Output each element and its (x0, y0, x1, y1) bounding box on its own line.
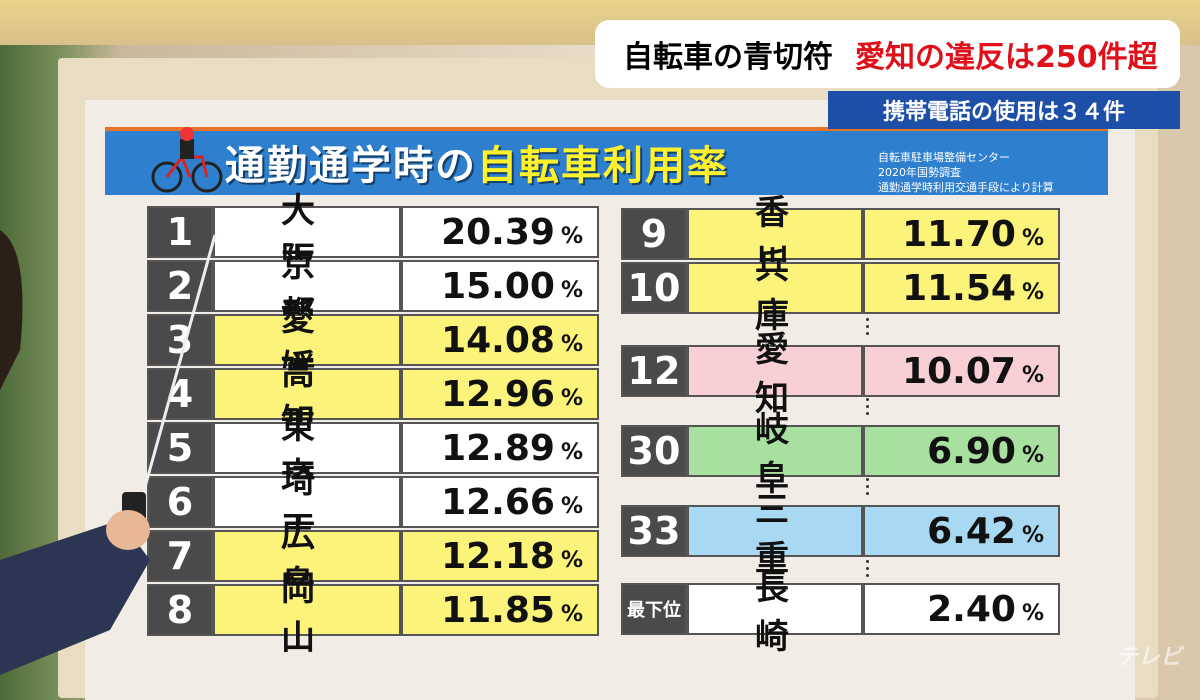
table-row: 7広島12.18% (147, 515, 599, 604)
rate-cell: 6.90% (863, 425, 1060, 477)
table-row: 30岐阜6.90% (621, 410, 1060, 499)
rate-unit: % (1021, 600, 1044, 626)
rate-value: 10.07 (902, 350, 1016, 392)
ellipsis-dots (866, 318, 870, 339)
table-row: 9香川11.70% (621, 193, 1060, 282)
rank-cell: 10 (621, 262, 687, 314)
prefecture-cell: 三重 (687, 490, 863, 579)
rank-cell: 33 (621, 505, 687, 557)
rate-value: 12.66 (441, 481, 555, 523)
source-line: 2020年国勢調査 (878, 166, 961, 179)
rate-unit: % (1021, 279, 1044, 305)
title-band (105, 127, 1108, 195)
prefecture-cell: 岐阜 (687, 410, 863, 499)
rate-value: 11.70 (902, 213, 1016, 255)
source-note: 自転車駐車場整備センター 2020年国勢調査通勤通学時利用交通手段により計算 (878, 150, 1054, 195)
prefecture-cell: 長崎 (687, 568, 863, 657)
table-row: 2京都15.00% (147, 245, 599, 334)
rate-value: 6.42 (927, 510, 1016, 552)
prefecture-cell: 大阪 (213, 191, 401, 280)
rate-cell: 11.70% (863, 208, 1060, 260)
rate-value: 12.18 (441, 535, 555, 577)
rate-value: 14.08 (441, 319, 555, 361)
rate-unit: % (1021, 442, 1044, 468)
rank-cell: 30 (621, 425, 687, 477)
title-highlight: 自転車利用率 (477, 143, 729, 189)
rank-cell: 8 (147, 584, 213, 636)
rate-value: 12.96 (441, 373, 555, 415)
board-title: 通勤通学時の自転車利用率 (225, 133, 729, 191)
table-row: 33三重6.42% (621, 490, 1060, 579)
rate-unit: % (560, 223, 583, 249)
rate-value: 2.40 (927, 588, 1016, 630)
ellipsis-dots (866, 478, 870, 499)
table-row: 6埼玉12.66% (147, 461, 599, 550)
headline-box: 自転車の青切符 愛知の違反は250件超 (595, 20, 1180, 88)
subcaption-box: 携帯電話の使用は３４件 (828, 91, 1180, 129)
rate-value: 11.54 (902, 267, 1016, 309)
rate-cell: 11.54% (863, 262, 1060, 314)
prefecture-cell: 愛知 (687, 330, 863, 419)
presenter (0, 230, 217, 675)
rate-value: 11.85 (441, 589, 555, 631)
prefecture-cell: 香川 (687, 193, 863, 282)
rate-value: 20.39 (441, 211, 555, 253)
rank-cell: 5 (147, 422, 213, 474)
rank-cell: 12 (621, 345, 687, 397)
watermark: テレビ (1115, 645, 1182, 670)
rate-unit: % (560, 601, 583, 627)
table-row: 3愛媛14.08% (147, 299, 599, 388)
headline: 愛知の違反は250件超 (855, 40, 1158, 75)
rate-cell: 12.89% (401, 422, 599, 474)
rate-unit: % (1021, 362, 1044, 388)
rate-cell: 10.07% (863, 345, 1060, 397)
rate-unit: % (560, 277, 583, 303)
prefecture-cell: 兵庫 (687, 247, 863, 336)
rate-value: 15.00 (441, 265, 555, 307)
rate-unit: % (560, 439, 583, 465)
caption: 自転車の青切符 (623, 40, 833, 75)
rate-unit: % (560, 385, 583, 411)
rank-cell: 1 (147, 206, 213, 258)
rate-cell: 2.40% (863, 583, 1060, 635)
source-line: 自転車駐車場整備センター (878, 151, 1010, 164)
table-row: 12愛知10.07% (621, 330, 1060, 419)
rank-cell: 最下位 (621, 583, 687, 635)
table-row: 10兵庫11.54% (621, 247, 1060, 336)
rank-cell: 7 (147, 530, 213, 582)
table-row: 8岡山11.85% (147, 569, 599, 658)
rate-cell: 15.00% (401, 260, 599, 312)
cyclist-icon (151, 127, 223, 193)
ellipsis-dots (866, 398, 870, 419)
prefecture-cell: 岡山 (213, 569, 401, 658)
rate-unit: % (560, 493, 583, 519)
rate-cell: 11.85% (401, 584, 599, 636)
rank-cell: 2 (147, 260, 213, 312)
rate-cell: 14.08% (401, 314, 599, 366)
ellipsis-dots (866, 560, 870, 581)
source-line: 通勤通学時利用交通手段により計算 (878, 181, 1054, 194)
rank-cell: 9 (621, 208, 687, 260)
rate-value: 6.90 (927, 430, 1016, 472)
rate-unit: % (560, 547, 583, 573)
rate-unit: % (560, 331, 583, 357)
subcaption: 携帯電話の使用は３４件 (882, 100, 1125, 125)
table-row: 最下位長崎2.40% (621, 568, 1060, 657)
rate-value: 12.89 (441, 427, 555, 469)
rate-cell: 12.18% (401, 530, 599, 582)
rate-cell: 12.96% (401, 368, 599, 420)
rank-cell: 6 (147, 476, 213, 528)
prefecture-cell: 高知 (213, 353, 401, 442)
rate-cell: 12.66% (401, 476, 599, 528)
rate-unit: % (1021, 522, 1044, 548)
table-row: 1大阪20.39% (147, 191, 599, 280)
table-row: 4高知12.96% (147, 353, 599, 442)
title-part: 通勤通学時の (225, 143, 477, 189)
rate-unit: % (1021, 225, 1044, 251)
rate-cell: 6.42% (863, 505, 1060, 557)
rate-cell: 20.39% (401, 206, 599, 258)
prefecture-cell: 愛媛 (213, 299, 401, 388)
prefecture-cell: 京都 (213, 245, 401, 334)
